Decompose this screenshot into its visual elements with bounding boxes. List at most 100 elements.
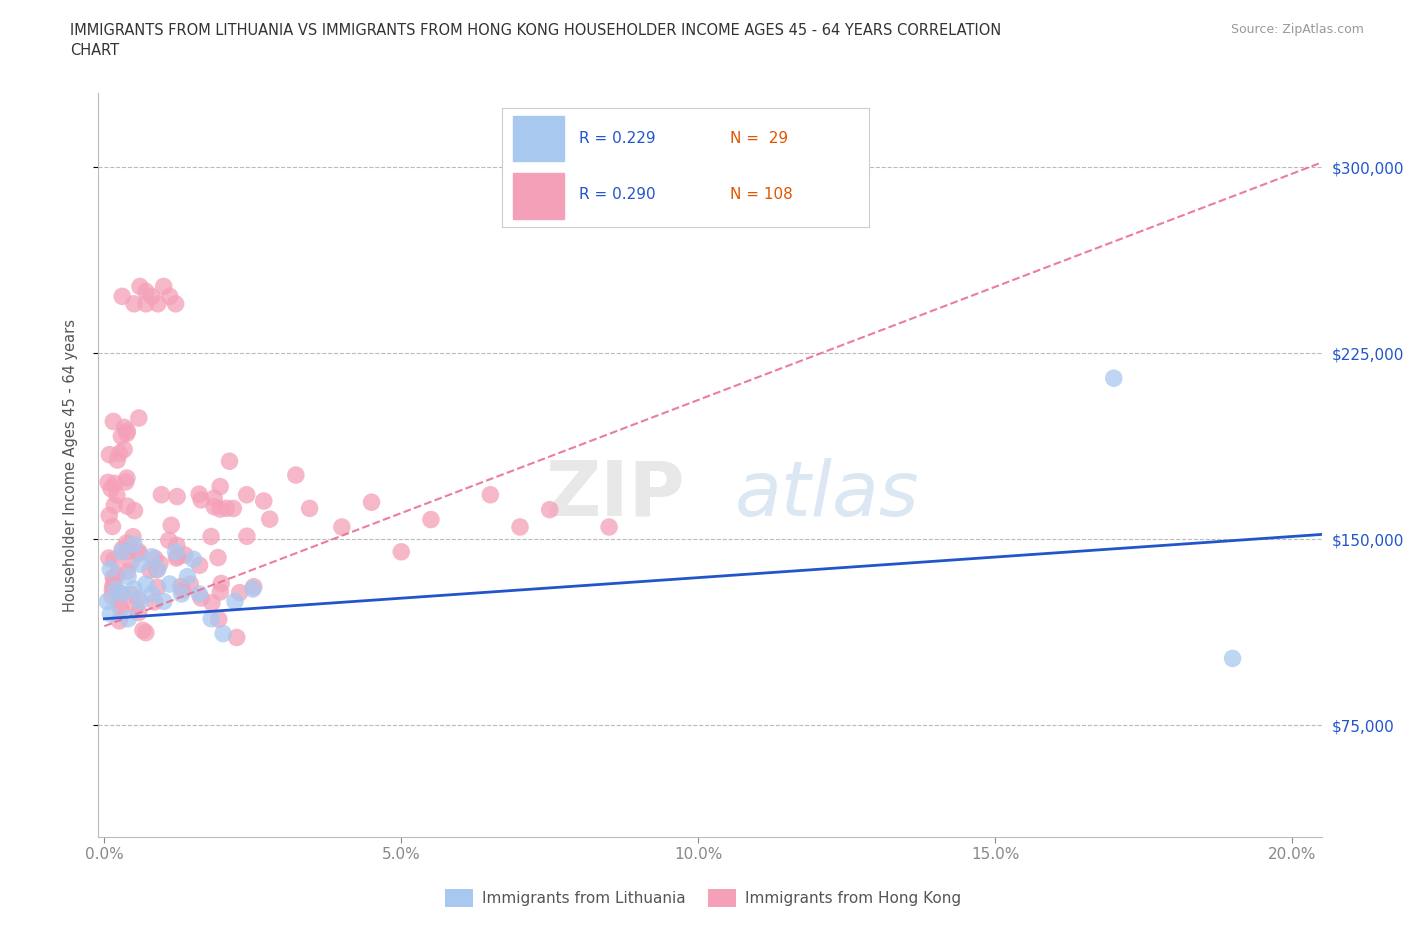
Point: [98, 447, 121, 462]
Point: [145, 563, 167, 578]
Point: [128, 545, 150, 560]
Point: [117, 611, 139, 626]
Point: [150, 487, 173, 502]
Legend: Immigrants from Lithuania, Immigrants from Hong Kong: Immigrants from Lithuania, Immigrants fr…: [439, 884, 967, 913]
Point: [146, 580, 169, 595]
Point: [228, 585, 250, 600]
Point: [176, 569, 198, 584]
Point: [115, 536, 138, 551]
Point: [110, 586, 132, 601]
Point: [170, 587, 193, 602]
Point: [141, 550, 163, 565]
Point: [100, 482, 122, 497]
Point: [284, 468, 307, 483]
Point: [117, 423, 139, 438]
Text: IMMIGRANTS FROM LITHUANIA VS IMMIGRANTS FROM HONG KONG HOUSEHOLDER INCOME AGES 4: IMMIGRANTS FROM LITHUANIA VS IMMIGRANTS …: [70, 23, 1001, 58]
Point: [111, 542, 134, 557]
Point: [143, 551, 166, 565]
Point: [538, 502, 561, 517]
Point: [166, 489, 188, 504]
Point: [143, 594, 166, 609]
Point: [127, 591, 149, 606]
Point: [103, 570, 125, 585]
Point: [112, 442, 135, 457]
Point: [129, 557, 152, 572]
Point: [1222, 651, 1244, 666]
Point: [101, 578, 124, 593]
Point: [183, 551, 205, 566]
Point: [209, 501, 232, 516]
Point: [420, 512, 443, 527]
Point: [202, 499, 225, 514]
Point: [105, 567, 128, 582]
Point: [108, 446, 131, 461]
Point: [122, 529, 145, 544]
Point: [141, 289, 163, 304]
Point: [190, 591, 212, 605]
Point: [146, 297, 169, 312]
Point: [104, 476, 127, 491]
Point: [114, 474, 136, 489]
Point: [188, 587, 211, 602]
Point: [298, 501, 321, 516]
Point: [135, 625, 157, 640]
Point: [127, 546, 149, 561]
Point: [105, 581, 128, 596]
Point: [124, 600, 146, 615]
Point: [149, 556, 172, 571]
Point: [160, 518, 183, 533]
Point: [111, 587, 134, 602]
Point: [98, 562, 121, 577]
Point: [159, 577, 181, 591]
Point: [128, 410, 150, 425]
Point: [159, 289, 181, 304]
Point: [97, 475, 120, 490]
Point: [122, 297, 145, 312]
Point: [101, 589, 124, 604]
Point: [202, 491, 225, 506]
Point: [111, 289, 134, 304]
Y-axis label: Householder Income Ages 45 - 64 years: Householder Income Ages 45 - 64 years: [63, 318, 77, 612]
Point: [225, 630, 247, 644]
Point: [218, 454, 240, 469]
Point: [124, 503, 146, 518]
Point: [259, 512, 281, 526]
Text: atlas: atlas: [734, 458, 920, 532]
Point: [115, 498, 138, 513]
Point: [115, 544, 138, 559]
Point: [135, 284, 157, 299]
Point: [208, 612, 231, 627]
Point: [110, 601, 132, 616]
Point: [207, 551, 229, 565]
Point: [98, 508, 121, 523]
Point: [166, 549, 188, 564]
Point: [212, 626, 235, 641]
Point: [253, 494, 276, 509]
Point: [173, 548, 195, 563]
Point: [101, 519, 124, 534]
Point: [209, 479, 232, 494]
Point: [165, 297, 187, 312]
Point: [108, 614, 131, 629]
Point: [224, 594, 246, 609]
Point: [188, 558, 211, 573]
Point: [129, 279, 152, 294]
Point: [209, 576, 232, 591]
Point: [139, 563, 162, 578]
Point: [165, 551, 187, 565]
Point: [179, 577, 201, 591]
Point: [330, 520, 353, 535]
Point: [120, 587, 142, 602]
Point: [103, 498, 125, 512]
Point: [215, 501, 238, 516]
Point: [165, 544, 187, 559]
Point: [209, 584, 232, 599]
Point: [103, 552, 125, 567]
Point: [103, 414, 125, 429]
Point: [101, 582, 124, 597]
Point: [157, 533, 180, 548]
Point: [108, 597, 131, 612]
Point: [598, 520, 620, 535]
Point: [132, 623, 155, 638]
Point: [128, 605, 150, 620]
